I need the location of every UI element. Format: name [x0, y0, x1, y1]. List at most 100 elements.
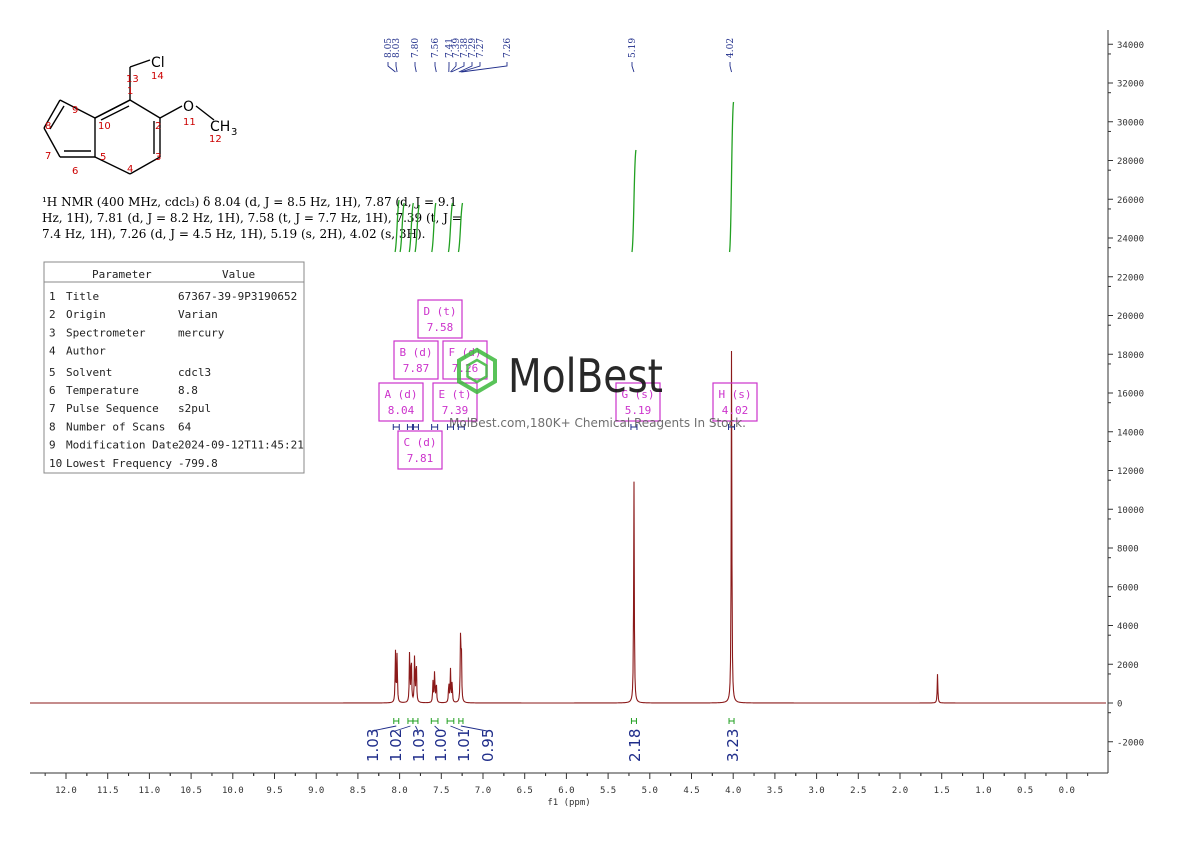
x-tick-label: 11.0 — [139, 786, 161, 796]
nmr-description-line-3: 7.4 Hz, 1H), 7.26 (d, J = 4.5 Hz, 1H), 5… — [42, 227, 425, 241]
atom-number-5: 5 — [100, 152, 106, 163]
multiplet-shift: 8.04 — [388, 404, 415, 417]
y-tick-label: 0 — [1117, 700, 1122, 710]
atom-number-13: 13 — [126, 74, 139, 85]
atom-number-7: 7 — [45, 151, 51, 162]
peak-label: 7.26 — [503, 38, 513, 58]
x-tick-label: 2.5 — [850, 786, 866, 796]
y-tick-label: 22000 — [1117, 273, 1144, 283]
multiplet-box: A (d) 8.04 — [379, 383, 423, 430]
parameter-name: Spectrometer — [66, 326, 146, 339]
y-tick-label: 30000 — [1117, 118, 1144, 128]
x-tick-label: 5.5 — [600, 786, 616, 796]
bond — [130, 100, 160, 118]
x-tick-label: 12.0 — [55, 786, 77, 796]
x-tick-label: 4.0 — [725, 786, 741, 796]
peak-label: 7.56 — [431, 38, 441, 58]
x-tick-label: 1.0 — [975, 786, 991, 796]
x-tick-label: 5.0 — [642, 786, 658, 796]
atom-number-12: 12 — [209, 134, 222, 145]
parameter-value: 8.8 — [178, 384, 198, 397]
bond — [196, 106, 214, 120]
parameter-value: 2024-09-12T11:45:21 — [178, 439, 304, 452]
x-tick-label: 7.5 — [433, 786, 449, 796]
integral-curve — [632, 150, 636, 252]
multiplet-label: E (t) — [438, 388, 471, 401]
x-tick-label: 2.0 — [892, 786, 908, 796]
peak-leader-line — [730, 62, 732, 72]
peak-leader-line — [388, 62, 395, 72]
x-tick-label: 3.0 — [808, 786, 824, 796]
multiplet-label: H (s) — [718, 388, 751, 401]
integral-value: 1.03 — [410, 729, 428, 762]
y-tick-label: 14000 — [1117, 428, 1144, 438]
x-tick-label: 8.5 — [350, 786, 366, 796]
peak-label: 8.03 — [392, 38, 402, 58]
parameter-value: 64 — [178, 420, 192, 433]
multiplet-label: A (d) — [384, 388, 417, 401]
watermark-brand: MolBest — [508, 349, 663, 403]
watermark: MolBest MolBest.com,180K+ Chemical Reage… — [449, 349, 746, 430]
parameter-name: Origin — [66, 308, 106, 321]
integral-value: 1.02 — [387, 729, 405, 762]
parameter-value: -799.8 — [178, 457, 218, 470]
multiplet-shift: 7.81 — [407, 452, 434, 465]
parameter-row-number: 8 — [49, 420, 56, 433]
parameter-row-number: 9 — [49, 439, 56, 452]
multiplet-label: B (d) — [399, 346, 432, 359]
parameter-row-number: 6 — [49, 384, 56, 397]
peak-label: 5.19 — [628, 38, 638, 58]
parameter-value: mercury — [178, 326, 225, 339]
parameter-header: Parameter — [92, 268, 152, 281]
chlorine-label: Cl — [151, 55, 165, 71]
atom-number-1: 1 — [127, 86, 133, 97]
parameter-name: Temperature — [66, 384, 139, 397]
peak-leader-line — [415, 62, 416, 72]
methyl-label: CH — [210, 119, 230, 135]
atom-number-14: 14 — [151, 71, 164, 82]
integral-value: 1.01 — [455, 729, 473, 762]
peak-leader-line — [461, 62, 507, 72]
x-tick-label: 8.0 — [391, 786, 407, 796]
integral-value: 1.00 — [432, 729, 450, 762]
x-axis-label: f1 (ppm) — [547, 798, 590, 808]
parameter-row-number: 2 — [49, 308, 56, 321]
peak-leader-line — [396, 62, 397, 72]
atom-number-10: 10 — [98, 121, 111, 132]
atom-number-3: 3 — [155, 152, 161, 163]
x-tick-label: 3.5 — [767, 786, 783, 796]
integral-curve — [730, 102, 734, 252]
atom-number-6: 6 — [72, 166, 78, 177]
bond — [50, 106, 64, 129]
peak-label: 4.02 — [726, 38, 736, 58]
bond — [160, 106, 182, 118]
y-tick-label: -2000 — [1117, 738, 1144, 748]
multiplet-label: D (t) — [423, 305, 456, 318]
y-tick-label: 12000 — [1117, 467, 1144, 477]
y-tick-label: 18000 — [1117, 351, 1144, 361]
oxygen-label: O — [183, 99, 194, 115]
atom-number-11: 11 — [183, 117, 196, 128]
peak-leader-line — [632, 62, 634, 72]
y-tick-label: 4000 — [1117, 622, 1139, 632]
integral-curves — [395, 102, 733, 252]
atom-number-4: 4 — [127, 164, 133, 175]
multiplet-box: C (d)7.81 — [398, 424, 442, 469]
x-tick-label: 9.5 — [266, 786, 282, 796]
parameter-value: cdcl3 — [178, 366, 211, 379]
watermark-tagline: MolBest.com,180K+ Chemical Reagents In S… — [449, 416, 746, 430]
peak-label: 7.27 — [476, 38, 486, 58]
nmr-description-line-1: ¹H NMR (400 MHz, cdcl₃) δ 8.04 (d, J = 8… — [42, 195, 457, 209]
parameter-name: Lowest Frequency — [66, 457, 172, 470]
x-tick-label: 10.0 — [222, 786, 244, 796]
x-tick-label: 4.5 — [683, 786, 699, 796]
x-tick-label: 0.5 — [1017, 786, 1033, 796]
bond — [130, 60, 150, 67]
